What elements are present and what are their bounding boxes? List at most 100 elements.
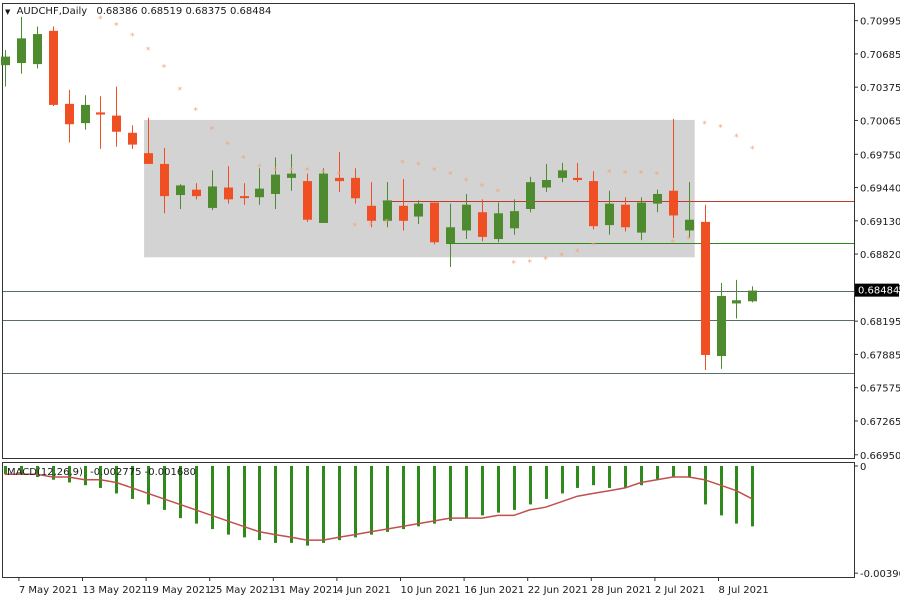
price-axis: 0.70995 0.70685 0.70375 0.70065 0.69750 0.694… (854, 17, 900, 462)
price-tick-label: 0.70685 (860, 50, 900, 61)
sar-dot: * (496, 188, 501, 198)
candle (701, 204, 710, 370)
sar-dot: * (416, 161, 421, 171)
macd-layer: 0 -0.003906 (4, 462, 900, 580)
time-tick-label: 22 Jun 2021 (528, 585, 588, 596)
candle (399, 178, 408, 231)
candle (446, 203, 455, 267)
time-tick-label: 10 Jun 2021 (401, 585, 461, 596)
candle-body (462, 204, 471, 231)
price-tick-label: 0.70375 (860, 83, 900, 94)
candle-body (669, 190, 678, 216)
price-tick-label: 0.69440 (860, 184, 900, 195)
candle-body (367, 205, 376, 221)
price-tick-label: 0.67885 (860, 350, 900, 361)
candle (96, 96, 105, 149)
candle (319, 168, 328, 223)
candle-body (399, 205, 408, 221)
candle (748, 286, 757, 303)
candle (176, 184, 185, 209)
sar-dot: * (384, 218, 389, 228)
candle (637, 197, 646, 241)
candle-body (128, 132, 137, 145)
horizontal-lines-layer (3, 201, 854, 374)
candle-body (33, 34, 42, 65)
candle-body (510, 211, 519, 229)
candle-body (685, 219, 694, 231)
price-tick-label: 0.68820 (860, 250, 900, 261)
candle (478, 199, 487, 242)
candle (558, 162, 567, 183)
sar-dot: * (225, 141, 230, 151)
candle (192, 183, 201, 200)
sar-dot: * (718, 123, 723, 133)
candle (255, 168, 264, 205)
candle-body (176, 185, 185, 196)
candle-body (446, 227, 455, 244)
sar-dot: * (543, 255, 548, 265)
sar-dot: * (289, 166, 294, 176)
candle (462, 193, 471, 240)
candle (160, 147, 169, 214)
candle-body (748, 290, 757, 302)
symbol-label: AUDCHF,Daily (17, 6, 88, 17)
candle-body (255, 188, 264, 198)
sar-dot: * (671, 238, 676, 248)
candle-body (160, 163, 169, 197)
candle (335, 152, 344, 192)
candle (49, 26, 58, 106)
candle-body (605, 203, 614, 226)
sar-dot: * (337, 171, 342, 181)
price-tick-label: 0.68195 (860, 317, 900, 328)
sar-dot: * (209, 126, 214, 136)
candle-body (49, 30, 58, 105)
candle (112, 86, 121, 147)
candle (542, 163, 551, 192)
candle-body (589, 181, 598, 227)
candle-body (208, 186, 217, 208)
macd-header: MACD(12,26,9) -0.002775 -0.001680 (7, 467, 196, 478)
candle (510, 199, 519, 235)
price-tick-label: 0.69130 (860, 217, 900, 228)
collapse-arrow-icon[interactable]: ▼ (5, 8, 11, 16)
candle (1, 50, 10, 87)
candle-body (144, 153, 153, 164)
time-tick-label: 8 Jul 2021 (719, 585, 769, 596)
parabolic-sar-layer: * * * * * * * * * * * * * * * * * * * * * * * * * * * * * * * * * * * * * * * *… (98, 15, 755, 270)
sar-dot: * (448, 171, 453, 181)
candle-body (526, 182, 535, 209)
candle-body (96, 112, 105, 115)
time-tick-label: 13 May 2021 (83, 585, 148, 596)
candle-body (271, 174, 280, 194)
sar-dot: * (750, 145, 755, 155)
candle-body (558, 170, 567, 178)
sar-dot: * (321, 169, 326, 179)
macd-values: -0.002775 -0.001680 (90, 467, 196, 478)
sar-dot: * (257, 163, 262, 173)
candle-body (192, 189, 201, 197)
time-tick-label: 2 Jul 2021 (655, 585, 705, 596)
candle-body (335, 177, 344, 182)
price-tick-label: 0.66950 (860, 451, 900, 462)
candle (128, 125, 137, 149)
candle (732, 279, 741, 319)
candle-body (732, 300, 741, 304)
candle (224, 166, 233, 204)
candle (351, 168, 360, 204)
macd-label: MACD(12,26,9) (7, 467, 83, 478)
candle-body (430, 202, 439, 243)
sar-dot: * (194, 106, 199, 116)
candle-body (494, 213, 503, 240)
sar-dot: * (512, 260, 517, 270)
macd-plot-frame (2, 462, 855, 578)
candle (65, 89, 74, 143)
candle-body (621, 204, 630, 228)
candle-body (65, 103, 74, 125)
candle (526, 176, 535, 213)
sar-dot: * (273, 166, 278, 176)
time-tick-label: 31 May 2021 (273, 585, 338, 596)
sar-dot: * (464, 177, 469, 187)
sar-dot: * (146, 46, 151, 56)
macd-tick-label: -0.003906 (860, 569, 900, 580)
macd-tick-label: 0 (860, 462, 866, 473)
